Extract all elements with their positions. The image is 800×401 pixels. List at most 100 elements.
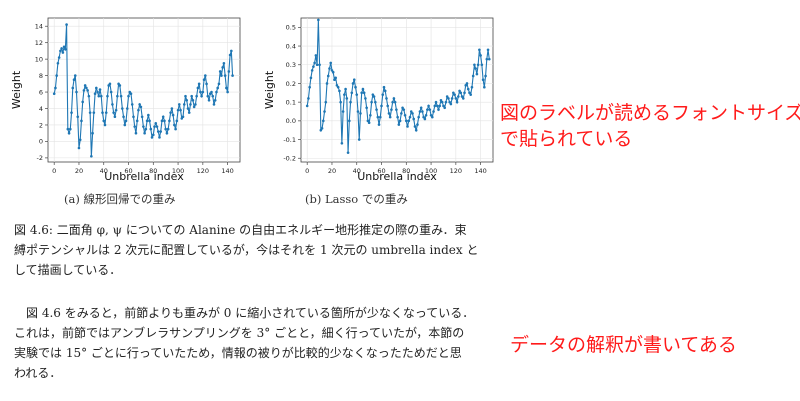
data-point xyxy=(324,100,328,104)
data-point xyxy=(432,110,435,113)
y-tick-label: 0.0 xyxy=(286,117,296,125)
data-point xyxy=(81,100,84,104)
data-point xyxy=(422,115,425,119)
data-point xyxy=(93,92,97,96)
data-point xyxy=(168,119,171,123)
data-point xyxy=(106,94,109,98)
data-point xyxy=(158,136,161,139)
data-point xyxy=(387,112,391,115)
data-point xyxy=(211,94,215,98)
data-point xyxy=(92,111,96,114)
data-point xyxy=(68,127,72,131)
data-point xyxy=(187,111,191,114)
data-point xyxy=(225,86,228,90)
data-point xyxy=(133,125,137,128)
x-tick-label: 120 xyxy=(197,167,209,175)
data-point xyxy=(319,128,323,132)
data-point xyxy=(164,127,167,131)
figure-caption: 図 4.6: 二面角 φ, ψ についての Alanine の自由エネルギー地形… xyxy=(14,220,514,280)
x-tick-label: 100 xyxy=(172,167,184,175)
data-point xyxy=(184,94,187,98)
data-point xyxy=(375,108,378,111)
data-point xyxy=(230,49,233,53)
data-point xyxy=(195,94,198,98)
data-point xyxy=(59,49,62,53)
data-point xyxy=(328,67,331,70)
data-point xyxy=(66,127,70,131)
data-point xyxy=(204,74,207,77)
x-tick-label: 20 xyxy=(75,167,83,175)
data-point xyxy=(416,123,419,126)
data-point xyxy=(401,106,404,110)
data-point xyxy=(371,93,375,96)
data-point xyxy=(487,57,491,61)
data-point xyxy=(161,115,165,119)
data-point xyxy=(190,94,193,98)
data-point xyxy=(175,119,179,123)
data-point xyxy=(317,18,320,22)
data-point xyxy=(458,89,461,93)
data-point xyxy=(226,90,229,94)
data-point xyxy=(374,100,377,104)
data-point xyxy=(67,131,71,135)
data-point xyxy=(449,102,453,106)
chart-lasso-weights: 0 20 40 60 80 100 120 140 -0.2 -0.1 0.0 0.1 0.2 0.3 0.… xyxy=(263,17,494,183)
data-point xyxy=(471,74,475,78)
data-point xyxy=(73,74,77,77)
x-tick-label: 0 xyxy=(305,167,309,175)
data-point xyxy=(329,61,333,65)
data-point xyxy=(333,78,336,82)
data-point xyxy=(143,131,146,135)
data-point xyxy=(173,123,176,127)
data-point xyxy=(362,91,366,95)
data-point xyxy=(352,78,356,82)
data-point xyxy=(108,82,112,86)
data-point xyxy=(331,70,335,74)
data-point xyxy=(138,103,141,106)
data-point xyxy=(305,104,309,108)
data-point xyxy=(442,104,445,108)
data-point xyxy=(174,127,177,131)
x-tick-label: 60 xyxy=(377,167,385,175)
data-point xyxy=(412,117,416,121)
data-point xyxy=(474,67,477,70)
data-point xyxy=(341,110,345,113)
data-point xyxy=(86,89,89,92)
y-tick-label: 0.4 xyxy=(286,42,296,50)
data-point xyxy=(140,115,144,119)
data-point xyxy=(220,74,223,77)
data-point xyxy=(406,125,409,128)
data-point xyxy=(206,94,210,98)
data-point xyxy=(380,104,383,108)
data-point xyxy=(350,91,354,95)
data-point xyxy=(402,108,406,111)
data-point xyxy=(85,86,88,90)
data-point xyxy=(334,76,337,80)
data-point xyxy=(125,107,129,110)
y-tick-label: 0.1 xyxy=(286,98,296,106)
data-point xyxy=(170,107,174,110)
data-point xyxy=(308,85,311,89)
data-point xyxy=(418,110,422,113)
data-point xyxy=(116,94,119,98)
data-point xyxy=(194,103,197,106)
data-point xyxy=(312,65,315,68)
plot-frame xyxy=(300,17,494,163)
data-point xyxy=(139,105,143,109)
data-point xyxy=(330,69,334,72)
data-point xyxy=(479,54,482,57)
paragraph-line: 実験では 15° ごとに行っていたため，情報の被りが比較的少なくなったためだと思 xyxy=(14,346,462,360)
data-point xyxy=(457,95,460,98)
data-point xyxy=(163,119,166,123)
data-point xyxy=(445,95,449,98)
data-point xyxy=(398,119,402,123)
data-point xyxy=(351,82,355,85)
data-point xyxy=(339,100,342,104)
data-point xyxy=(409,110,413,113)
data-point xyxy=(470,85,474,89)
chart-linear-regression-weights: 0 20 40 60 80 100 120 140 -2 0 2 4 6 8 10 12 14 Unbrella … xyxy=(10,17,241,183)
caption-line: 図 4.6: 二面角 φ, ψ についての Alanine の自由エネルギー地形… xyxy=(14,223,467,237)
data-point xyxy=(433,104,437,108)
x-axis-label: Unbrella index xyxy=(357,170,437,183)
data-point xyxy=(314,54,318,57)
